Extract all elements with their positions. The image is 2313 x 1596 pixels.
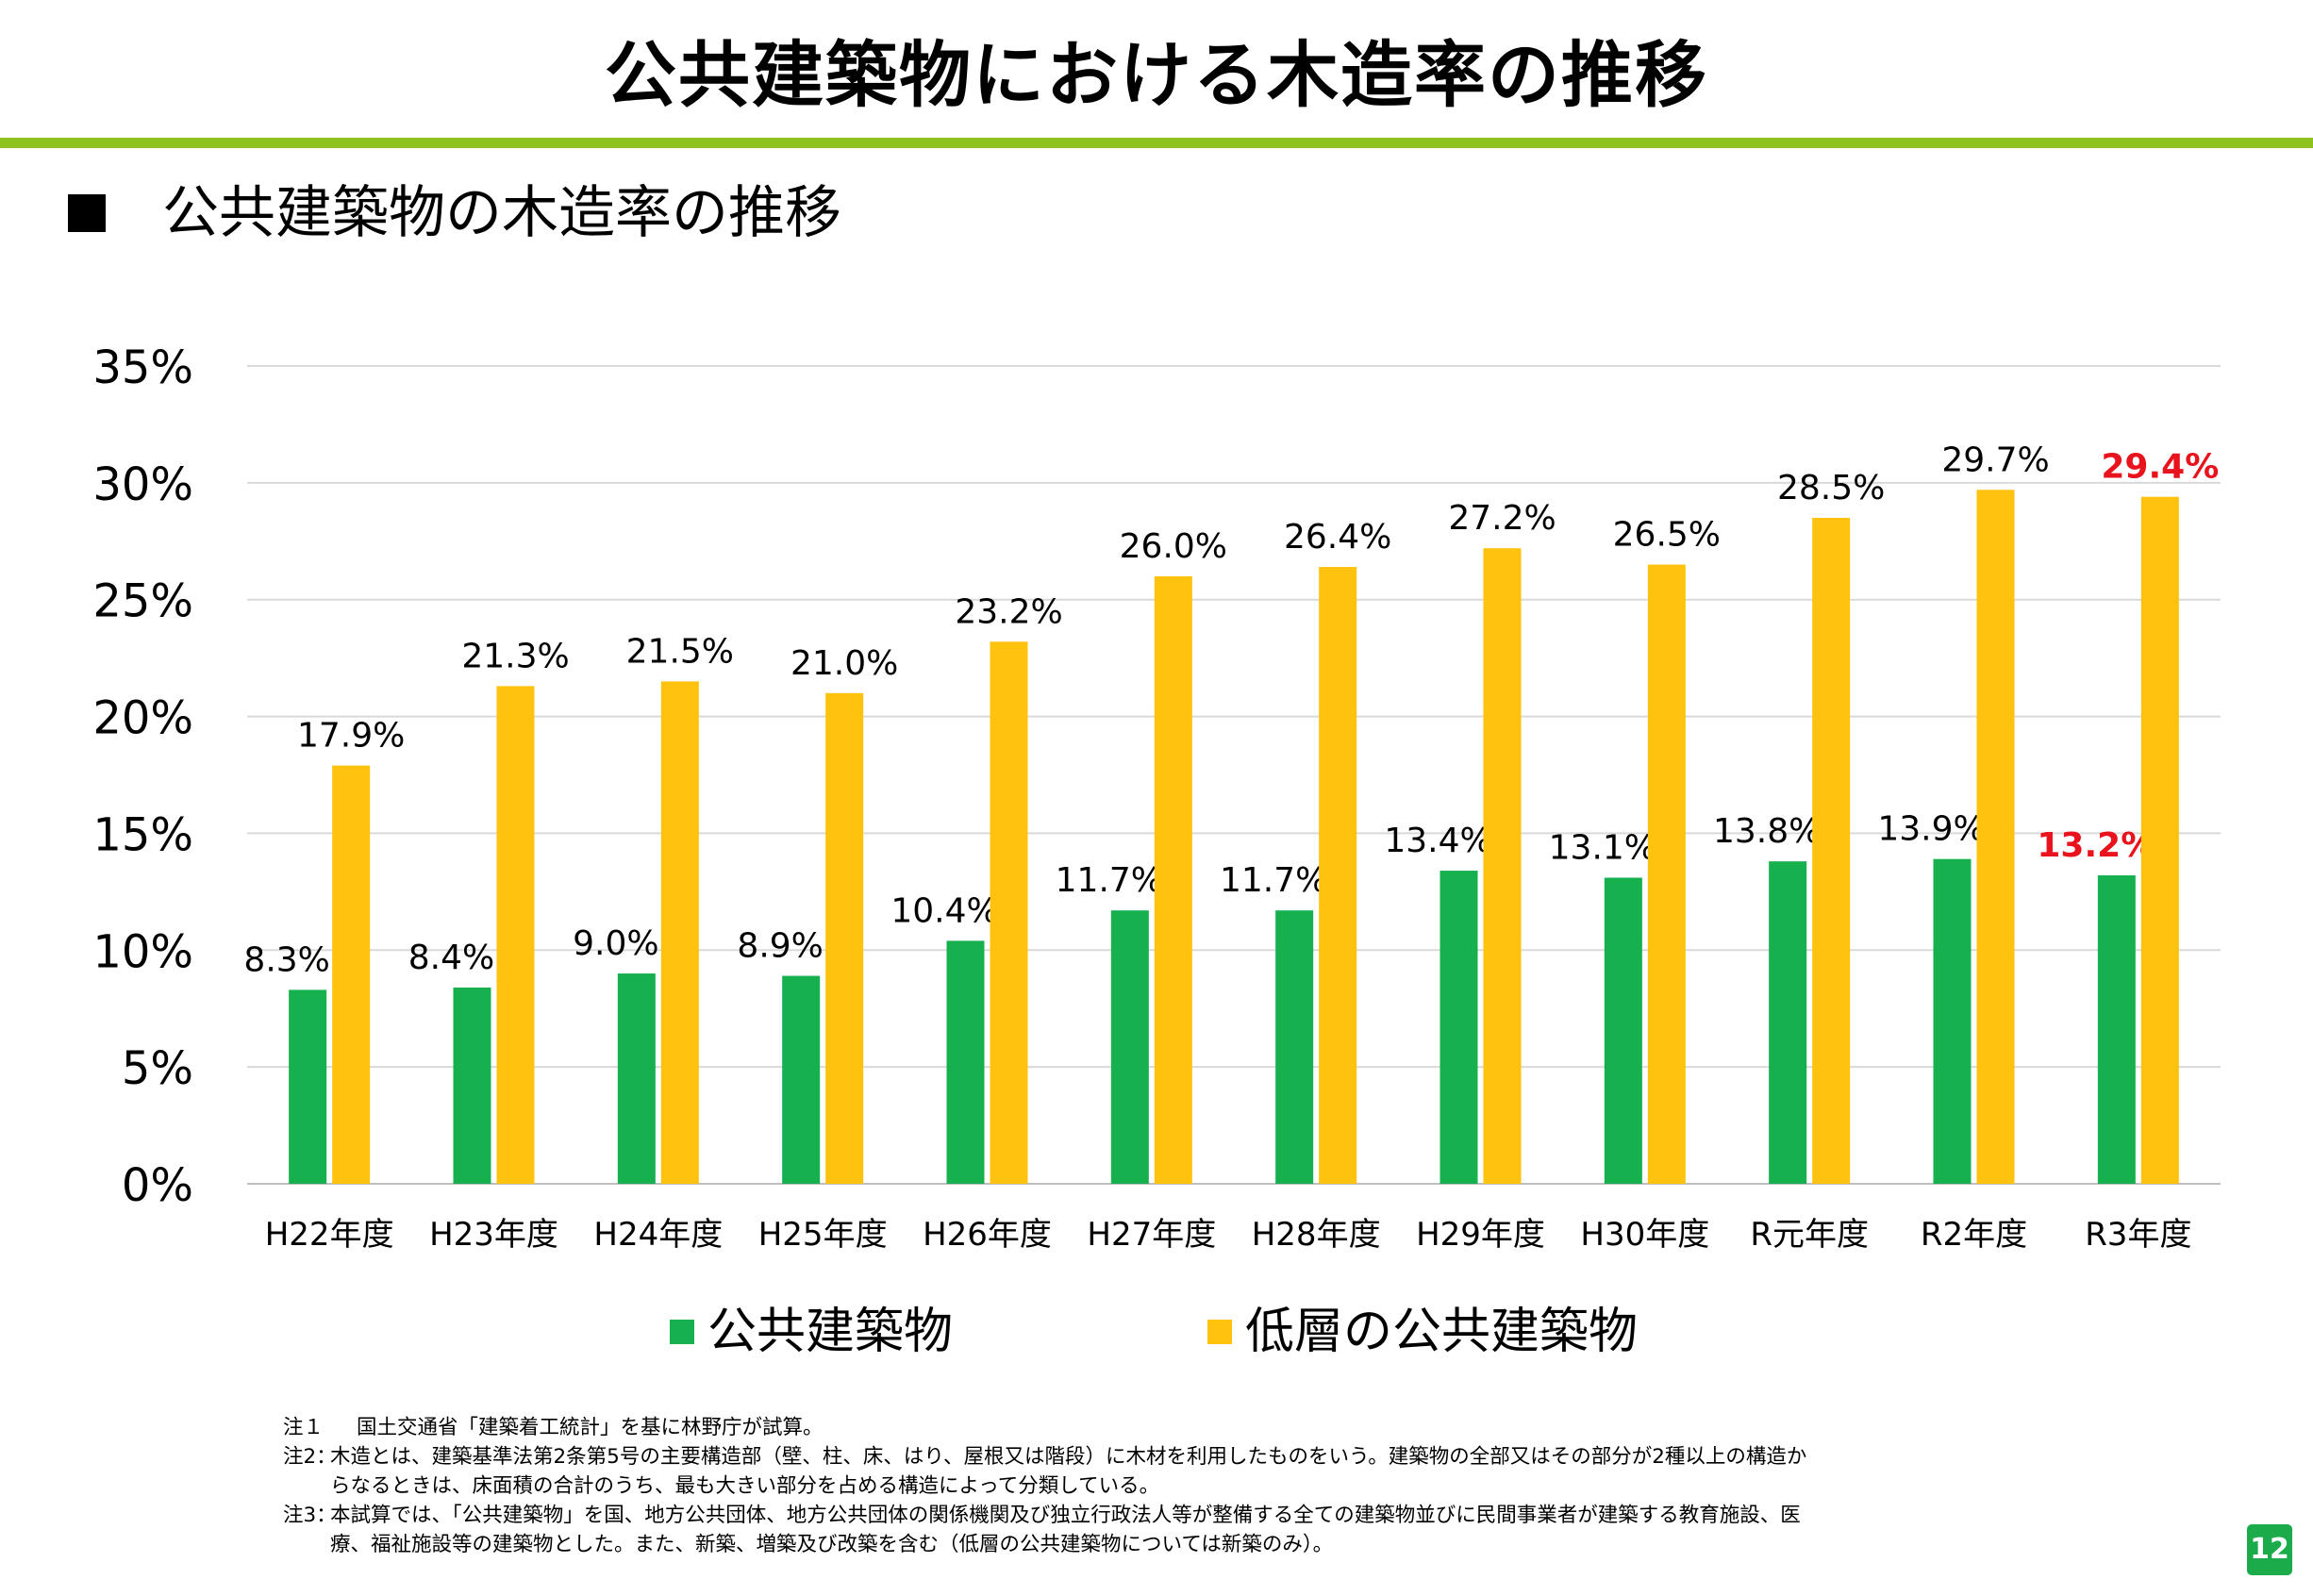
y-tick-label: 10% [92, 925, 193, 978]
chart-gridlines [247, 365, 2221, 1185]
bar-lowrise [660, 681, 699, 1184]
data-label: 8.4% [408, 939, 494, 977]
footnote-label: 注2： [283, 1445, 337, 1469]
data-label: 11.7% [1220, 861, 1327, 900]
data-label: 8.9% [737, 927, 823, 966]
page-number-badge: 12 [2247, 1524, 2292, 1575]
data-label: 13.2% [2037, 826, 2155, 865]
data-label: 29.7% [1941, 441, 2049, 479]
legend-swatch-yellow [1207, 1320, 1233, 1344]
bar-public [1275, 910, 1314, 1184]
slide-title: 公共建築物における木造率の推移 [605, 33, 1708, 117]
legend-swatch-green [670, 1320, 694, 1344]
bar-public [1110, 910, 1149, 1184]
data-label: 26.4% [1284, 518, 1391, 557]
x-tick-label: R元年度 [1750, 1216, 1869, 1254]
data-label: 29.4% [2101, 448, 2219, 487]
data-label: 26.0% [1120, 527, 1227, 566]
y-tick-label: 30% [92, 458, 193, 511]
bar-public [1933, 858, 1972, 1184]
bar-chart: 0% 5% 10% 15% 20% 25% 30% 35% 8.3% 17.9% 8.4% 21.3… [92, 341, 2221, 1254]
data-label: 13.9% [1877, 810, 1985, 849]
legend-label: 公共建築物 [707, 1304, 954, 1360]
footnotes: 注１ 国土交通省「建築着工統計」を基に林野庁が試算。 注2： 木造とは、建築基準… [283, 1413, 1811, 1559]
section-heading: 公共建築物の木造率の推移 [57, 175, 841, 251]
section-heading-text: 公共建築物の木造率の推移 [162, 180, 841, 246]
legend-label: 低層の公共建築物 [1245, 1304, 1639, 1360]
y-tick-label: 20% [92, 692, 193, 745]
data-label: 8.3% [243, 940, 329, 979]
bar-lowrise [1647, 564, 1686, 1184]
bar-lowrise [825, 692, 864, 1184]
y-tick-label: 35% [92, 341, 193, 394]
data-label: 10.4% [890, 891, 998, 930]
bar-lowrise [332, 765, 371, 1184]
footnote: 注2： 木造とは、建築基準法第2条第5号の主要構造部（壁、柱、床、はり、屋根又は… [283, 1442, 1811, 1501]
y-tick-label: 0% [122, 1159, 193, 1212]
bar-public [453, 987, 491, 1184]
x-tick-label: R2年度 [1921, 1216, 2027, 1254]
y-tick-label: 25% [92, 575, 193, 628]
bar-public [1439, 871, 1478, 1184]
data-label: 23.2% [955, 592, 1062, 631]
x-tick-label: H24年度 [593, 1216, 723, 1254]
data-label: 28.5% [1777, 469, 1885, 507]
square-bullet-icon [68, 194, 106, 232]
x-tick-label: H26年度 [923, 1216, 1052, 1254]
x-tick-label: H22年度 [265, 1216, 394, 1254]
bar-public [946, 940, 985, 1184]
legend-item-public: 公共建築物 [670, 1294, 953, 1370]
x-tick-label: H30年度 [1580, 1216, 1709, 1254]
bar-public [617, 973, 656, 1184]
data-label: 13.8% [1713, 812, 1821, 851]
y-tick-label: 5% [122, 1042, 193, 1095]
footnote: 注１ 国土交通省「建築着工統計」を基に林野庁が試算。 [283, 1413, 1811, 1442]
data-label: 17.9% [297, 717, 405, 756]
x-tick-label: H29年度 [1416, 1216, 1545, 1254]
data-label: 13.1% [1549, 828, 1656, 867]
x-tick-label: H25年度 [758, 1216, 888, 1254]
bar-lowrise [1812, 518, 1851, 1184]
footnote-text: 国土交通省「建築着工統計」を基に林野庁が試算。 [357, 1416, 824, 1439]
y-tick-label: 15% [92, 808, 193, 861]
x-tick-label: R3年度 [2085, 1216, 2191, 1254]
footnote: 注3： 本試算では、「公共建築物」を国、地方公共団体、地方公共団体の関係機関及び… [283, 1501, 1811, 1559]
title-divider [0, 138, 2313, 148]
x-tick-label: H27年度 [1087, 1216, 1216, 1254]
bar-lowrise [2140, 496, 2179, 1184]
footnote-text: 木造とは、建築基準法第2条第5号の主要構造部（壁、柱、床、はり、屋根又は階段）に… [330, 1445, 1807, 1498]
legend-item-lowrise: 低層の公共建築物 [1207, 1294, 1638, 1370]
data-label: 21.3% [461, 637, 569, 675]
x-tick-label: H23年度 [429, 1216, 558, 1254]
data-label: 26.5% [1613, 516, 1721, 555]
data-label: 27.2% [1448, 499, 1556, 538]
x-tick-label: H28年度 [1252, 1216, 1381, 1254]
bar-lowrise [1319, 567, 1357, 1184]
bar-public [1769, 861, 1807, 1184]
bar-public [1604, 877, 1642, 1184]
bar-public [2097, 875, 2136, 1184]
data-label: 13.4% [1384, 822, 1491, 860]
data-label: 9.0% [573, 924, 658, 963]
bar-public [289, 989, 327, 1184]
x-axis-ticks: H22年度 H23年度 H24年度 H25年度 H26年度 H27年度 H28年度 H29年度… [265, 1216, 2192, 1254]
footnote-label: 注１ [283, 1416, 324, 1439]
bar-lowrise [1976, 490, 2015, 1184]
y-axis-ticks: 0% 5% 10% 15% 20% 25% 30% 35% [92, 341, 193, 1212]
data-label: 21.5% [626, 632, 734, 671]
bar-lowrise [496, 686, 535, 1184]
footnote-label: 注3： [283, 1504, 337, 1527]
chart-bars: 8.3% 17.9% 8.4% 21.3% 9.0% 21.5% 8.9% 21.0% 10.4… [243, 441, 2219, 1184]
footnote-text: 本試算では、「公共建築物」を国、地方公共団体、地方公共団体の関係機関及び独立行政… [330, 1504, 1801, 1556]
bar-lowrise [1483, 548, 1522, 1184]
data-label: 21.0% [790, 644, 898, 683]
bar-lowrise [1154, 575, 1192, 1184]
bar-public [782, 975, 821, 1184]
bar-lowrise [990, 641, 1028, 1184]
chart-legend: 公共建築物 低層の公共建築物 [670, 1294, 1892, 1370]
data-label: 11.7% [1056, 861, 1163, 900]
